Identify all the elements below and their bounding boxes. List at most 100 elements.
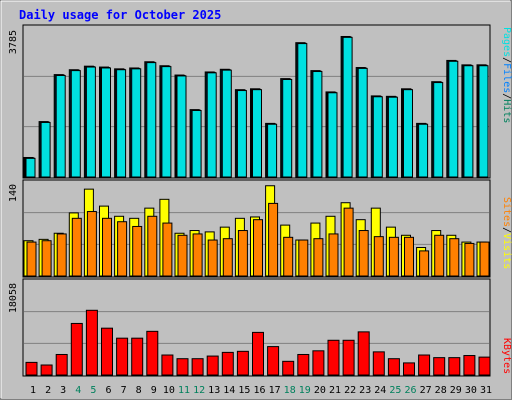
bar-sites-day-13	[207, 239, 218, 277]
legend-pages-files-hits: Pages/Files/Hits	[501, 27, 512, 123]
bar-pages-day-6	[101, 67, 111, 178]
bar-pages-day-11	[176, 75, 187, 178]
bar-kbytes-day-9	[146, 330, 159, 376]
bar-sites-day-30	[464, 242, 475, 277]
x-tick-label-day-3: 3	[60, 385, 66, 396]
bar-sites-day-27	[419, 250, 430, 277]
bar-kbytes-day-29	[448, 357, 461, 376]
panel-hits-ymax-label: 3785	[8, 30, 19, 54]
x-tick-label-day-8: 8	[136, 385, 142, 396]
bar-sites-day-21	[328, 233, 339, 277]
bar-pages-day-12	[191, 109, 202, 178]
x-tick-label-day-14: 14	[223, 385, 235, 396]
legend-part-0: KBytes	[501, 338, 512, 374]
bar-kbytes-day-17	[267, 346, 280, 376]
bar-pages-day-7	[116, 69, 127, 178]
x-tick-label-day-13: 13	[208, 385, 220, 396]
bar-sites-day-14	[222, 238, 233, 277]
x-tick-label-day-7: 7	[121, 385, 127, 396]
bar-pages-day-15	[236, 90, 247, 178]
bar-kbytes-day-19	[297, 353, 310, 376]
x-tick-label-day-20: 20	[314, 385, 326, 396]
x-tick-label-day-6: 6	[105, 385, 111, 396]
bar-kbytes-day-28	[433, 357, 446, 376]
bar-sites-day-29	[449, 238, 460, 277]
legend-part-0: Sites	[501, 197, 512, 227]
legend-part-2: Files	[501, 63, 512, 93]
bar-sites-day-7	[117, 221, 128, 277]
bar-pages-day-17	[267, 123, 278, 178]
x-tick-label-day-16: 16	[253, 385, 265, 396]
bar-sites-day-8	[132, 225, 143, 277]
x-tick-label-day-29: 29	[450, 385, 462, 396]
bar-kbytes-day-26	[403, 362, 415, 376]
x-tick-label-day-26: 26	[404, 385, 416, 396]
bar-kbytes-day-8	[131, 337, 144, 376]
bar-pages-day-24	[372, 96, 383, 178]
bar-pages-day-5	[85, 66, 96, 178]
x-tick-label-day-25: 25	[389, 385, 401, 396]
x-tick-label-day-18: 18	[284, 385, 296, 396]
x-tick-label-day-17: 17	[269, 385, 281, 396]
bar-kbytes-day-24	[372, 351, 385, 376]
bar-kbytes-day-14	[221, 351, 234, 376]
legend-part-3: /	[501, 93, 512, 99]
bar-sites-day-28	[434, 234, 445, 277]
bar-sites-day-10	[162, 222, 173, 277]
bar-sites-day-31	[479, 241, 490, 277]
bar-sites-day-12	[192, 233, 203, 277]
bar-kbytes-day-31	[478, 356, 491, 376]
bar-kbytes-day-22	[342, 339, 355, 376]
bar-kbytes-day-5	[85, 309, 98, 376]
bar-pages-day-1	[25, 157, 36, 178]
bar-pages-day-8	[131, 68, 142, 178]
bar-kbytes-day-7	[116, 337, 129, 376]
x-tick-label-day-10: 10	[163, 385, 175, 396]
bar-kbytes-day-4	[70, 322, 83, 376]
bar-sites-day-18	[283, 236, 294, 277]
bar-sites-day-11	[177, 234, 188, 277]
x-tick-label-day-19: 19	[299, 385, 311, 396]
bar-kbytes-day-6	[101, 327, 113, 376]
x-tick-label-day-1: 1	[30, 385, 36, 396]
panel-kbytes-ymax-label: 18058	[8, 283, 19, 313]
x-tick-label-day-28: 28	[435, 385, 447, 396]
bar-sites-day-24	[373, 236, 384, 277]
bar-sites-day-4	[71, 217, 82, 277]
bar-kbytes-day-30	[463, 355, 476, 376]
bar-sites-day-22	[343, 207, 354, 277]
legend-sites-visits: Sites/Visits	[501, 197, 512, 269]
bar-sites-day-15	[237, 230, 248, 277]
x-tick-label-day-4: 4	[75, 385, 81, 396]
bar-kbytes-day-12	[191, 358, 204, 376]
bar-sites-day-1	[26, 241, 37, 277]
panel-visits-ymax-label: 140	[8, 184, 19, 202]
bar-sites-day-3	[56, 233, 67, 277]
bar-pages-day-27	[418, 123, 429, 178]
bar-kbytes-day-25	[387, 358, 400, 376]
x-axis-labels: 1 2 3 4 5 6 7 8 9 10 11 12 13 14 15 16 17 18 19 20 21 22 23 24 2…	[30, 385, 492, 396]
bar-sites-day-25	[388, 236, 399, 277]
x-tick-label-day-12: 12	[193, 385, 205, 396]
bar-pages-day-16	[252, 89, 262, 178]
bar-kbytes-day-10	[161, 354, 174, 376]
x-tick-label-day-31: 31	[480, 385, 492, 396]
bar-sites-day-5	[86, 211, 97, 277]
bar-pages-day-3	[55, 75, 66, 178]
x-tick-label-day-11: 11	[178, 385, 190, 396]
legend-kbytes: KBytes	[501, 338, 512, 374]
x-tick-label-day-23: 23	[359, 385, 371, 396]
x-tick-label-day-2: 2	[45, 385, 51, 396]
bar-kbytes-day-27	[418, 354, 431, 376]
bar-kbytes-day-3	[55, 353, 68, 376]
bars-layer	[23, 35, 491, 376]
bar-pages-day-31	[478, 65, 489, 178]
bar-kbytes-day-15	[236, 350, 249, 376]
bar-kbytes-day-20	[312, 350, 325, 376]
bar-pages-day-9	[146, 62, 157, 178]
x-tick-label-day-9: 9	[151, 385, 157, 396]
x-tick-label-day-21: 21	[329, 385, 341, 396]
x-tick-label-day-5: 5	[90, 385, 96, 396]
bar-pages-day-2	[40, 121, 51, 178]
